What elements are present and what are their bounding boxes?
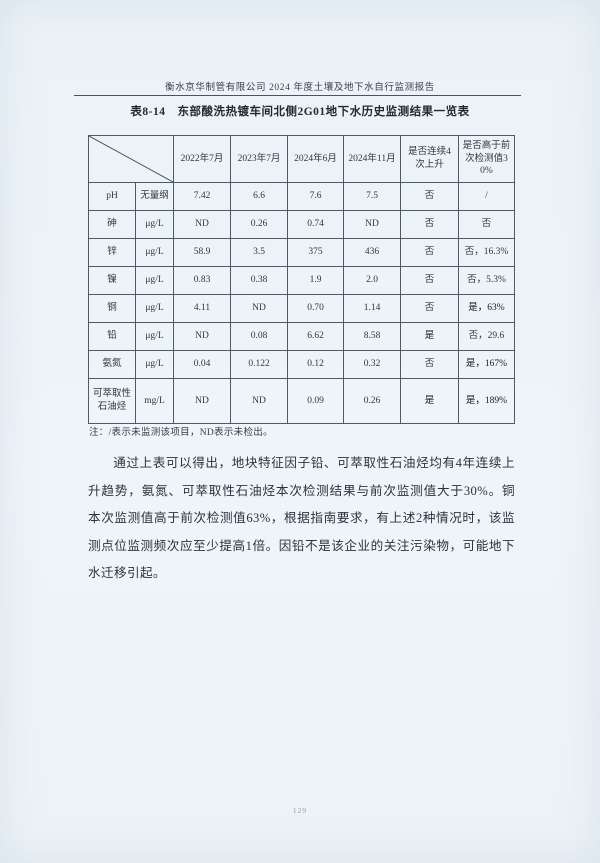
column-header: 是否连续4次上升 [400, 135, 459, 183]
table-row: 砷 μg/L ND 0.26 0.74 ND 否否 [88, 210, 515, 239]
unit-cell: mg/L [135, 378, 174, 424]
param-name-cell: 氨氮 [88, 350, 136, 379]
unit-cell: μg/L [135, 266, 174, 295]
value-cell: 3.5 [230, 238, 288, 267]
table-row: pH 无量纲 7.42 6.6 7.6 7.5 否 / [88, 182, 515, 211]
value-cell: 否 [400, 238, 459, 267]
value-cell: ND [173, 322, 231, 351]
value-cell: 否 [400, 294, 459, 323]
column-header: 2022年7月 [173, 135, 231, 183]
value-cell: 7.42 [173, 182, 231, 211]
unit-cell: μg/L [135, 210, 174, 239]
unit-cell: μg/L [135, 322, 174, 351]
param-name-cell: 镍 [88, 266, 136, 295]
value-cell: 是 [400, 378, 459, 424]
value-cell: 0.74 [287, 210, 344, 239]
value-cell: ND [343, 210, 401, 239]
table-row: 氨氮 μg/L 0.04 0.122 0.12 0.32 否是，167% [88, 350, 515, 379]
param-name-cell: 铜 [88, 294, 136, 323]
param-name-cell: 可萃取性石油烃 [88, 378, 136, 424]
param-name-cell: 锌 [88, 238, 136, 267]
table-row: 镍 μg/L 0.83 0.38 1.9 2.0 否否，5.3% [88, 266, 515, 295]
value-cell: 0.04 [173, 350, 231, 379]
report-header-title: 衡水京华制管有限公司 2024 年度土壤及地下水自行监测报告 [165, 83, 435, 93]
value-cell: 4.11 [173, 294, 231, 323]
value-cell: 否，16.3% [458, 238, 515, 267]
header-divider [74, 95, 521, 96]
column-header: 2024年6月 [287, 135, 344, 183]
value-cell: 58.9 [173, 238, 231, 267]
value-cell: 436 [343, 238, 401, 267]
value-cell: 否 [458, 210, 515, 239]
column-header: 2023年7月 [230, 135, 288, 183]
value-cell: 0.83 [173, 266, 231, 295]
column-header: 是否高于前次检测值30% [458, 135, 515, 183]
value-cell: 否，29.6 [458, 322, 515, 351]
value-cell: 否 [400, 210, 459, 239]
diagonal-line [89, 136, 173, 182]
value-cell: 7.5 [343, 182, 401, 211]
results-tbody: pH 无量纲 7.42 6.6 7.6 7.5 否 / 砷 μg/L ND 0.26 0.74 ND 否否锌… [88, 182, 515, 424]
table-row: 锌 μg/L 58.9 3.5 375 436 否否，16.3% [88, 238, 515, 267]
value-cell: ND [230, 294, 288, 323]
value-cell: 2.0 [343, 266, 401, 295]
value-cell: 是，63% [458, 294, 515, 323]
column-header: 2024年11月 [343, 135, 401, 183]
value-cell: 0.38 [230, 266, 288, 295]
value-cell: 是，189% [458, 378, 515, 424]
table-row: 铅 μg/L ND 0.08 6.62 8.58 是否，29.6 [88, 322, 515, 351]
unit-cell: μg/L [135, 294, 174, 323]
value-cell: 0.26 [230, 210, 288, 239]
value-cell: 0.12 [287, 350, 344, 379]
monitoring-results-table: 2022年7月 2023年7月 2024年6月 2024年11月 是否连续4次上… [88, 135, 515, 424]
analysis-paragraph: 通过上表可以得出，地块特征因子铅、可萃取性石油烃均有4年连续上升趋势，氨氮、可萃… [88, 456, 515, 580]
unit-cell: μg/L [135, 350, 174, 379]
diagonal-corner-cell [88, 135, 174, 183]
value-cell: 0.32 [343, 350, 401, 379]
value-cell: 8.58 [343, 322, 401, 351]
value-cell: 否 [400, 182, 459, 211]
value-cell: 0.09 [287, 378, 344, 424]
table-row: 铜 μg/L 4.11 ND 0.70 1.14 否是，63% [88, 294, 515, 323]
value-cell: 是，167% [458, 350, 515, 379]
value-cell: / [458, 182, 515, 211]
value-cell: 否，5.3% [458, 266, 515, 295]
value-cell: 否 [400, 350, 459, 379]
unit-cell: 无量纲 [135, 182, 174, 211]
value-cell: 6.62 [287, 322, 344, 351]
value-cell: 否 [400, 266, 459, 295]
table-row: 可萃取性石油烃 mg/L ND ND 0.09 0.26 是是，189% [88, 378, 515, 424]
page-number: 129 [292, 806, 308, 815]
value-cell: 0.26 [343, 378, 401, 424]
value-cell: 375 [287, 238, 344, 267]
table-footnote: 注：/表示未监测该项目，ND表示未检出。 [89, 428, 273, 438]
value-cell: 是 [400, 322, 459, 351]
unit-cell: μg/L [135, 238, 174, 267]
value-cell: ND [173, 210, 231, 239]
value-cell: ND [173, 378, 231, 424]
value-cell: 0.70 [287, 294, 344, 323]
value-cell: 0.08 [230, 322, 288, 351]
table-header-row: 2022年7月 2023年7月 2024年6月 2024年11月 是否连续4次上… [88, 135, 515, 183]
value-cell: 0.122 [230, 350, 288, 379]
value-cell: 1.9 [287, 266, 344, 295]
param-name-cell: pH [88, 182, 136, 211]
param-name-cell: 铅 [88, 322, 136, 351]
value-cell: 1.14 [343, 294, 401, 323]
value-cell: ND [230, 378, 288, 424]
table-caption: 表8-14 东部酸洗热镀车间北侧2G01地下水历史监测结果一览表 [130, 106, 470, 118]
value-cell: 6.6 [230, 182, 288, 211]
value-cell: 7.6 [287, 182, 344, 211]
param-name-cell: 砷 [88, 210, 136, 239]
